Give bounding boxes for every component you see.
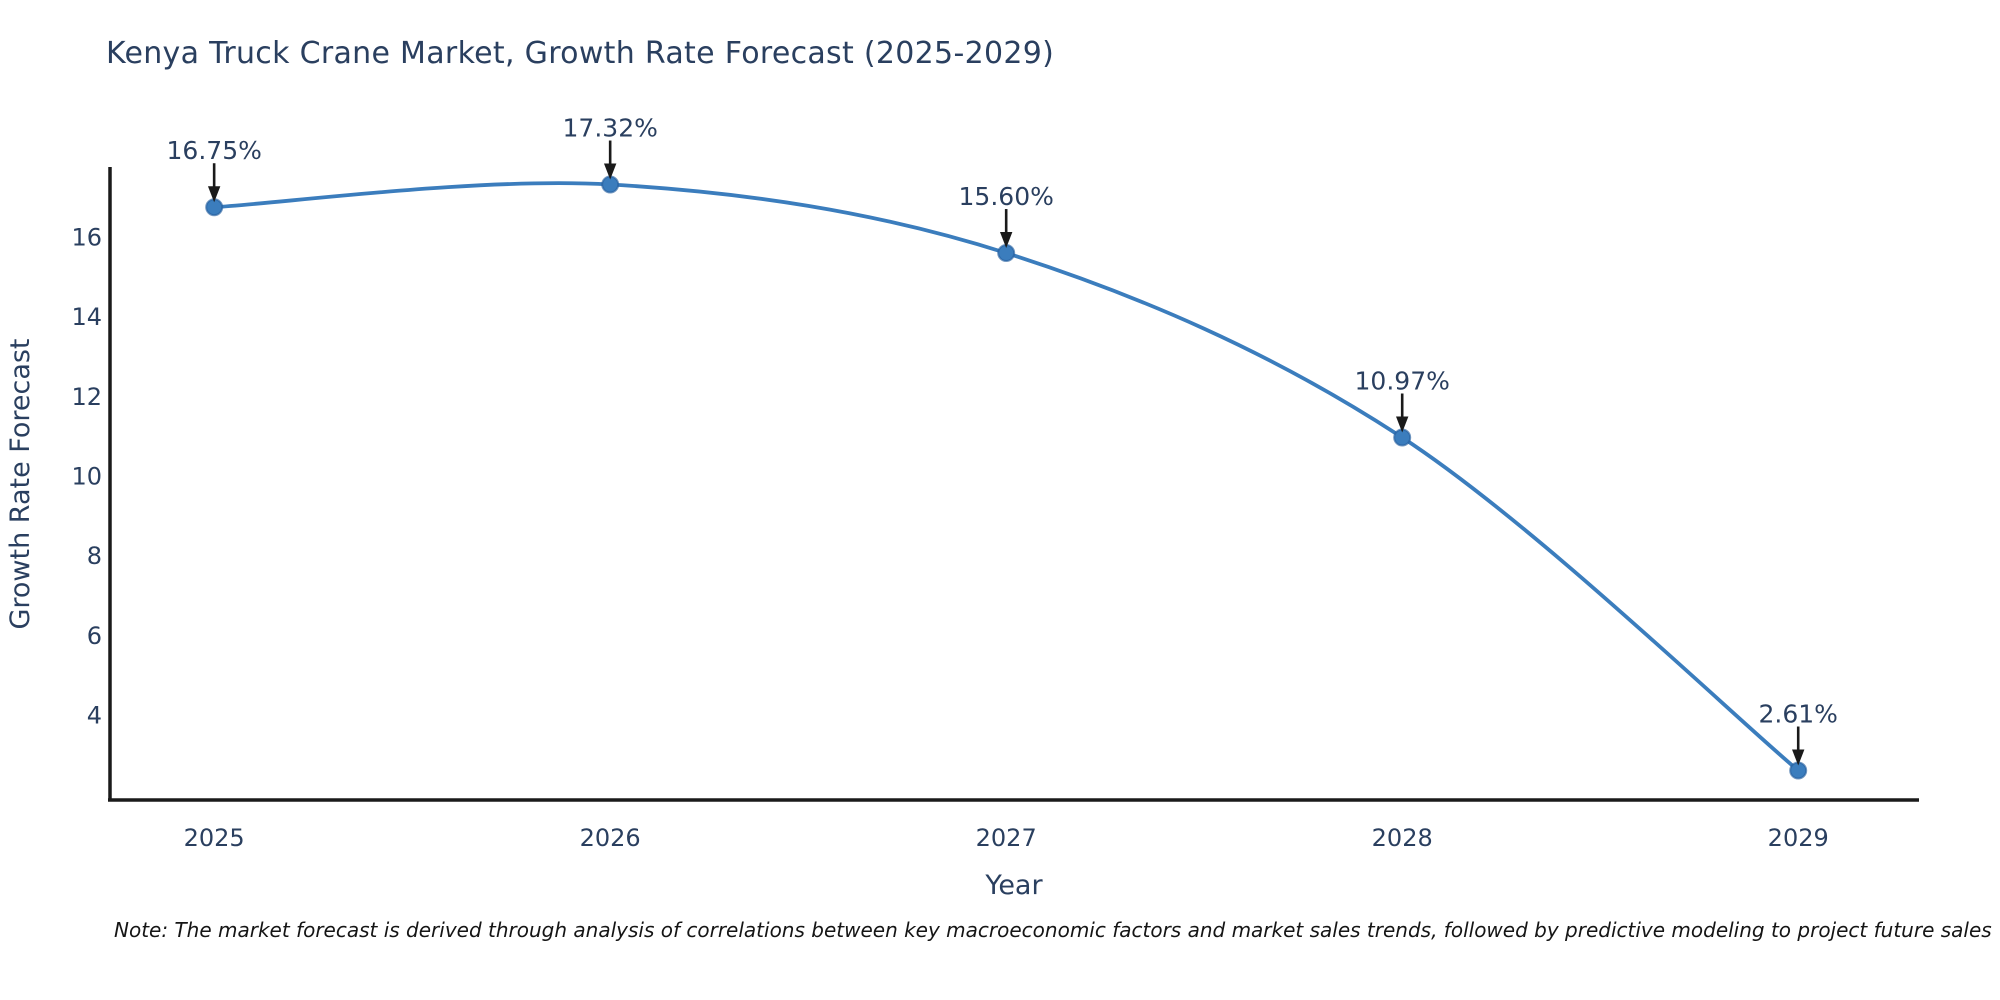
x-tick-label: 2027 — [976, 824, 1037, 852]
point-annotation: 17.32% — [563, 114, 658, 180]
data-label: 10.97% — [1355, 367, 1450, 396]
x-tick-label: 2029 — [1768, 824, 1829, 852]
footnote: Note: The market forecast is derived thr… — [114, 918, 1992, 942]
y-tick-label: 14 — [71, 303, 102, 331]
axes: 4 6 8 10 12 14 16 2025 2026 2027 2028 2029 — [71, 167, 1919, 852]
data-label: 16.75% — [167, 136, 262, 165]
annotations: 16.75% 17.32% 15.60% 10.97% 2.61% — [167, 114, 1838, 766]
line-series — [205, 175, 1808, 780]
x-axis-title: Year — [984, 870, 1043, 901]
point-annotation: 2.61% — [1758, 700, 1838, 766]
y-tick-label: 4 — [87, 702, 102, 730]
data-label: 17.32% — [563, 114, 658, 143]
annotation-arrowhead-icon — [999, 232, 1013, 249]
annotation-arrowhead-icon — [207, 186, 221, 203]
trend-line — [212, 181, 1801, 773]
point-annotation: 10.97% — [1355, 367, 1450, 433]
y-tick-label: 10 — [71, 463, 102, 491]
chart-title: Kenya Truck Crane Market, Growth Rate Fo… — [106, 36, 1055, 71]
annotation-arrowhead-icon — [1792, 749, 1805, 766]
point-annotation: 15.60% — [959, 182, 1054, 249]
annotation-arrowhead-icon — [1395, 416, 1409, 433]
y-tick-label: 6 — [87, 622, 102, 650]
data-label: 2.61% — [1758, 700, 1837, 729]
y-tick-label: 12 — [71, 383, 102, 411]
x-tick-label: 2025 — [184, 824, 245, 852]
y-axis-title: Growth Rate Forecast — [5, 338, 36, 629]
data-label: 15.60% — [959, 182, 1054, 211]
point-annotation: 16.75% — [167, 136, 262, 203]
y-tick-label: 8 — [87, 542, 102, 570]
x-tick-label: 2026 — [580, 824, 641, 852]
annotation-arrowhead-icon — [603, 163, 617, 180]
x-tick-label: 2028 — [1372, 824, 1433, 852]
y-tick-label: 16 — [71, 224, 102, 252]
